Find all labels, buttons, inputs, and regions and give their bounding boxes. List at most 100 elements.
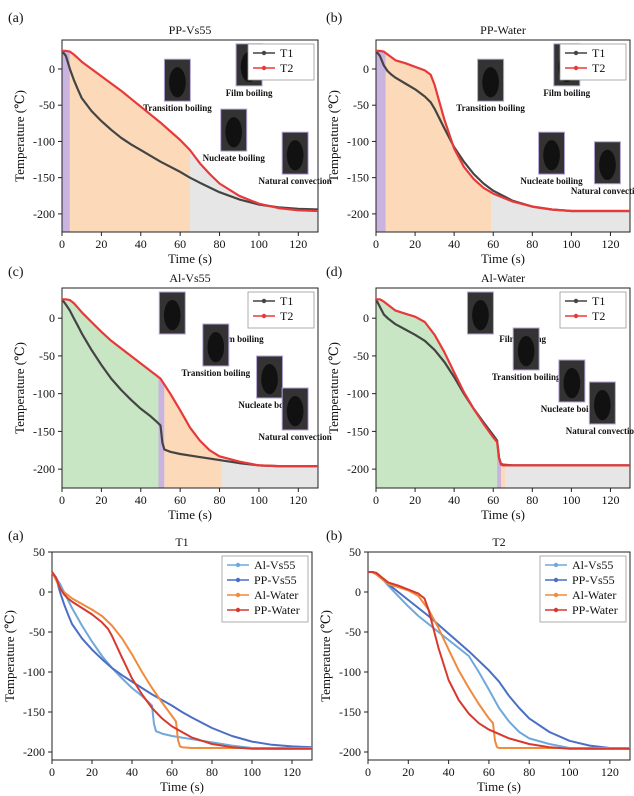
x-axis-label: Time (s)	[477, 779, 521, 794]
boiling-photo-shape-4	[594, 389, 611, 421]
legend-marker	[235, 592, 241, 598]
x-tick-label: 0	[373, 237, 379, 251]
x-axis-label: Time (s)	[481, 251, 525, 266]
legend-marker	[573, 298, 579, 304]
annotation-label: Transition boiling	[143, 103, 212, 113]
x-tick-label: 40	[126, 765, 138, 779]
y-tick-label: 50	[349, 545, 361, 559]
legend-box	[247, 43, 315, 81]
y-axis-label: Temperature (℃)	[326, 342, 341, 434]
y-tick-label: -150	[347, 171, 369, 185]
legend-label: T1	[280, 46, 293, 60]
x-tick-label: 60	[174, 237, 186, 251]
legend-label: Al-Vs55	[254, 558, 295, 572]
region-1	[376, 299, 498, 488]
legend-label: T2	[280, 309, 293, 323]
boiling-photo-shape-3	[261, 363, 278, 395]
x-tick-label: 80	[523, 765, 535, 779]
annotation-label: Nucleate boiling	[238, 400, 301, 410]
boiling-photo-shape-1	[163, 299, 181, 331]
legend-box	[247, 291, 315, 329]
y-tick-label: -200	[23, 745, 45, 759]
region-3	[491, 192, 630, 232]
legend-label: T2	[592, 309, 605, 323]
panel-label: (a)	[8, 11, 24, 26]
y-tick-label: -50	[353, 349, 369, 363]
x-tick-label: 0	[373, 493, 379, 507]
y-tick-label: -150	[23, 705, 45, 719]
boiling-photo-shape-1	[482, 67, 499, 98]
series-line-pp-water	[51, 571, 312, 750]
region-3	[164, 384, 222, 488]
chart-panel-4: 0 20 40 60 80 100 120 0 -50 -100 -150 -200 Time (s) T…	[326, 265, 634, 522]
y-tick-label: -100	[23, 665, 45, 679]
series-line-t2	[62, 49, 319, 213]
boiling-photo-shape-3	[563, 367, 581, 399]
y-tick-label: -100	[33, 387, 55, 401]
plot-frame	[375, 39, 631, 233]
x-tick-label: 100	[250, 493, 268, 507]
series-line-al-water	[368, 571, 630, 749]
y-tick-label: 0	[49, 62, 55, 76]
y-tick-label: -200	[33, 462, 55, 476]
region-3	[501, 464, 505, 488]
region-2	[385, 53, 492, 232]
y-axis-label: Temperature (℃)	[12, 90, 27, 182]
chart-panel-2: 0 20 40 60 80 100 120 0 -50 -100 -150 -200 Time (s) T…	[326, 11, 634, 266]
x-tick-label: 80	[526, 237, 538, 251]
annotation-label: Film boiling	[543, 88, 590, 98]
x-tick-label: 120	[289, 493, 307, 507]
series-line-t2	[62, 298, 318, 468]
boiling-photo-shape-2	[517, 335, 535, 367]
y-tick-label: -200	[347, 462, 369, 476]
legend-label: PP-Vs55	[254, 573, 297, 587]
chart-panel-3: 0 20 40 60 80 100 120 0 -50 -100 -150 -200 Time (s) T…	[8, 265, 332, 522]
x-axis-label: Time (s)	[160, 779, 204, 794]
panel-label: (a)	[8, 529, 24, 544]
panel-title: Al-Water	[481, 271, 525, 285]
legend-marker	[261, 298, 267, 304]
region-3	[190, 150, 318, 232]
legend-marker	[553, 592, 559, 598]
legend-label: Al-Water	[572, 588, 616, 602]
annotation-label: Film boiling	[217, 334, 264, 344]
annotation-label: Transition boiling	[181, 368, 250, 378]
y-tick-label: -100	[347, 134, 369, 148]
x-tick-label: 20	[409, 237, 421, 251]
series-line-pp-water	[368, 571, 630, 750]
x-tick-label: 20	[402, 765, 414, 779]
legend-marker	[261, 50, 267, 56]
y-tick-label: -50	[39, 98, 55, 112]
y-tick-label: -200	[33, 207, 55, 221]
y-tick-label: -100	[33, 134, 55, 148]
legend-marker	[235, 577, 241, 583]
x-tick-label: 100	[561, 765, 579, 779]
x-tick-label: 40	[448, 493, 460, 507]
panel-label: (b)	[326, 529, 343, 544]
x-axis-label: Time (s)	[481, 507, 525, 522]
x-tick-label: 0	[59, 493, 65, 507]
region-4	[505, 465, 630, 488]
legend-marker	[573, 313, 579, 319]
legend-marker	[261, 65, 267, 71]
legend-label: T2	[592, 61, 605, 75]
y-tick-label: -50	[353, 98, 369, 112]
plot-frame	[61, 287, 319, 489]
legend-marker	[553, 577, 559, 583]
y-tick-label: -100	[339, 665, 361, 679]
chart-panel-1: 0 20 40 60 80 100 120 0 -50 -100 -150 -200 Time (s) T…	[8, 11, 332, 266]
region-1	[62, 299, 159, 488]
boiling-photo-shape-1	[472, 299, 489, 331]
y-tick-label: 50	[33, 545, 45, 559]
annotation-label: Nucleate boiling	[203, 153, 266, 163]
legend-box	[559, 291, 627, 329]
x-tick-label: 120	[289, 237, 307, 251]
x-tick-label: 20	[95, 493, 107, 507]
x-tick-label: 0	[49, 765, 55, 779]
boiling-photo-shape-2	[207, 331, 225, 363]
y-tick-label: -150	[33, 424, 55, 438]
y-tick-label: 0	[49, 311, 55, 325]
legend-marker	[573, 50, 579, 56]
legend-label: Al-Vs55	[572, 558, 613, 572]
